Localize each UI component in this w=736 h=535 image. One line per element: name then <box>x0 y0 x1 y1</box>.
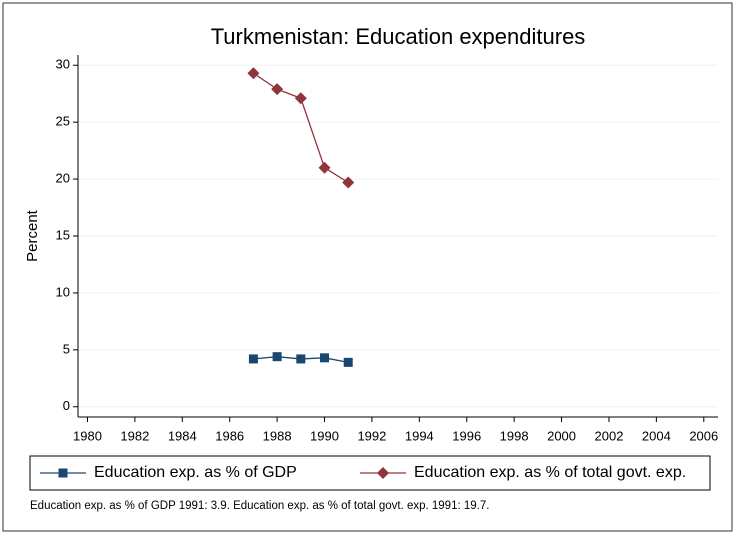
marker <box>248 354 258 364</box>
legend-marker <box>377 467 389 479</box>
y-tick-label: 25 <box>56 114 70 129</box>
y-tick-label: 10 <box>56 284 70 299</box>
x-tick-label: 1980 <box>73 428 102 443</box>
x-tick-label: 1994 <box>405 428 434 443</box>
x-tick-label: 2002 <box>595 428 624 443</box>
y-tick-label: 5 <box>63 341 70 356</box>
marker <box>294 92 307 105</box>
marker <box>271 83 284 96</box>
legend-label: Education exp. as % of total govt. exp. <box>414 464 686 481</box>
x-tick-label: 1984 <box>168 428 197 443</box>
marker <box>343 357 353 367</box>
y-tick-label: 30 <box>56 57 70 72</box>
x-tick-label: 1996 <box>452 428 481 443</box>
marker <box>318 161 331 174</box>
legend-marker <box>58 468 68 478</box>
x-tick-label: 1990 <box>310 428 339 443</box>
legend-label: Education exp. as % of GDP <box>94 464 297 481</box>
y-tick-label: 0 <box>63 398 70 413</box>
marker <box>247 67 260 80</box>
x-tick-label: 1992 <box>357 428 386 443</box>
y-tick-label: 15 <box>56 227 70 242</box>
marker <box>272 352 282 362</box>
marker <box>342 176 355 189</box>
chart-title: Turkmenistan: Education expenditures <box>211 24 586 49</box>
x-tick-label: 2004 <box>642 428 671 443</box>
x-tick-label: 1982 <box>120 428 149 443</box>
y-tick-label: 20 <box>56 171 70 186</box>
y-axis-label: Percent <box>24 209 41 262</box>
marker <box>296 354 306 364</box>
x-tick-label: 2000 <box>547 428 576 443</box>
x-tick-label: 1998 <box>500 428 529 443</box>
x-tick-label: 1986 <box>215 428 244 443</box>
x-tick-label: 1988 <box>263 428 292 443</box>
note: Education exp. as % of GDP 1991: 3.9. Ed… <box>30 500 489 512</box>
x-tick-label: 2006 <box>689 428 718 443</box>
marker <box>320 353 330 363</box>
